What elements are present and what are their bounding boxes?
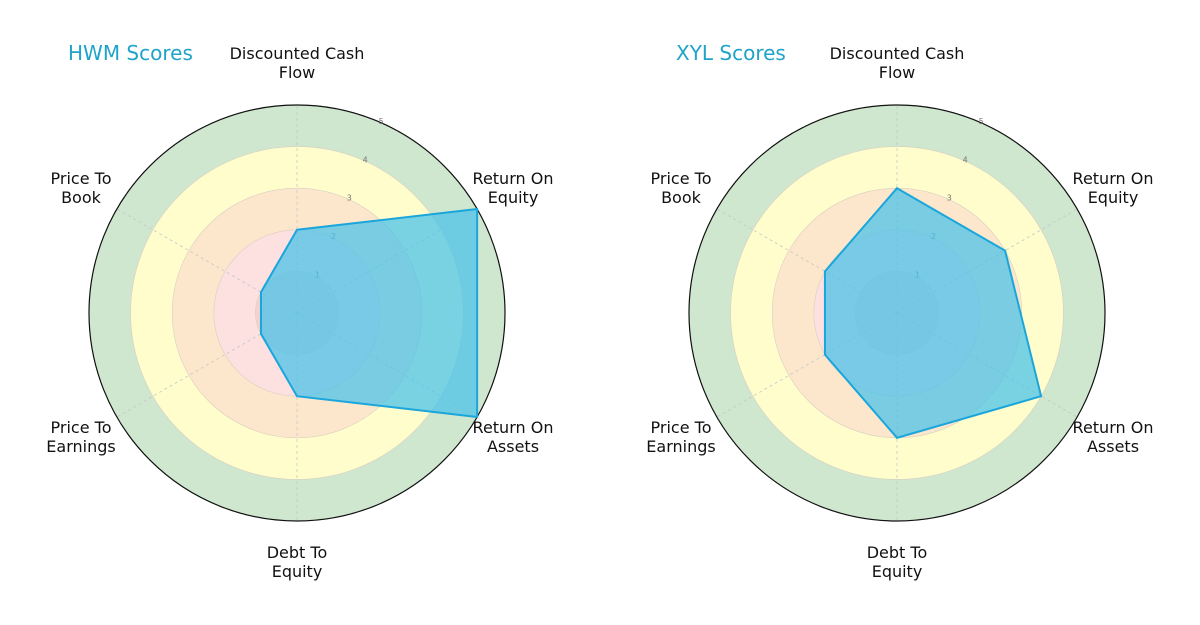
hwm-radar-chart: 12345 <box>88 104 506 522</box>
hwm-label-pb: Price To Book <box>50 169 112 207</box>
xyl-label-de: Debt To Equity <box>866 543 928 581</box>
xyl-label-dcf: Discounted Cash Flow <box>829 44 965 82</box>
svg-text:3: 3 <box>947 194 952 203</box>
hwm-chart-title: HWM Scores <box>68 41 193 65</box>
svg-text:5: 5 <box>979 117 984 126</box>
svg-text:3: 3 <box>347 194 352 203</box>
xyl-label-roa: Return On Assets <box>1072 418 1154 456</box>
xyl-label-pe: Price To Earnings <box>646 418 716 456</box>
hwm-label-pe: Price To Earnings <box>46 418 116 456</box>
score-polygon <box>823 186 1043 439</box>
hwm-radar-panel: HWM Scores 12345 Discounted Cash Flow Re… <box>46 41 554 581</box>
hwm-label-roa: Return On Assets <box>472 418 554 456</box>
hwm-label-de: Debt To Equity <box>266 543 328 581</box>
xyl-chart-title: XYL Scores <box>676 41 786 65</box>
svg-text:5: 5 <box>379 117 384 126</box>
xyl-radar-chart: 12345 <box>688 104 1106 522</box>
svg-text:4: 4 <box>963 155 968 164</box>
xyl-label-pb: Price To Book <box>650 169 712 207</box>
hwm-label-dcf: Discounted Cash Flow <box>229 44 365 82</box>
svg-text:4: 4 <box>363 155 368 164</box>
xyl-radar-panel: XYL Scores 12345 Discounted Cash Flow Re… <box>600 0 1200 625</box>
hwm-label-roe: Return On Equity <box>472 169 554 207</box>
score-polygon <box>259 207 479 419</box>
xyl-label-roe: Return On Equity <box>1072 169 1154 207</box>
